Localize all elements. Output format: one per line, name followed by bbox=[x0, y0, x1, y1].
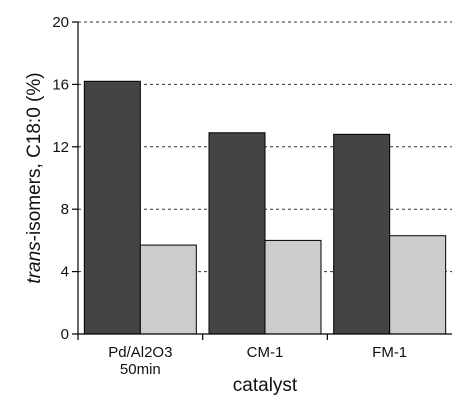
bar bbox=[208, 132, 266, 335]
bar bbox=[264, 239, 322, 335]
y-tick-label: 16 bbox=[52, 76, 69, 93]
y-axis-title-italic: trans bbox=[24, 241, 45, 284]
bars bbox=[83, 80, 447, 335]
y-ticks: 0 4 8 12 16 20 bbox=[52, 14, 78, 343]
bar bbox=[333, 133, 391, 335]
bar bbox=[389, 235, 447, 335]
x-tick-label: FM-1 bbox=[372, 344, 407, 361]
y-axis-title-rest: -isomers, C18:0 (%) bbox=[24, 72, 45, 241]
y-tick-label: 8 bbox=[61, 201, 69, 218]
x-tick-label: CM-1 bbox=[247, 344, 284, 361]
x-axis-title: catalyst bbox=[233, 375, 298, 396]
y-tick-label: 4 bbox=[61, 264, 69, 281]
y-axis-title: trans-isomers, C18:0 (%) bbox=[24, 72, 45, 283]
y-tick-label: 12 bbox=[52, 139, 69, 156]
y-tick-label: 0 bbox=[61, 326, 69, 343]
x-tick-label: 50min bbox=[120, 361, 161, 378]
bar bbox=[83, 80, 141, 335]
bar bbox=[139, 244, 197, 335]
x-tick-label: Pd/Al2O3 bbox=[108, 344, 172, 361]
y-tick-label: 20 bbox=[52, 14, 69, 31]
